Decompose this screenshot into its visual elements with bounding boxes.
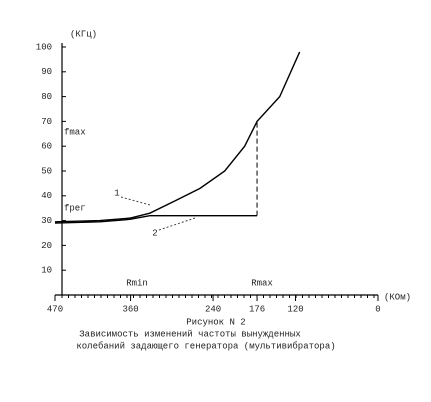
y-tick-label: 90: [41, 67, 52, 77]
y-tick-label: 30: [41, 216, 52, 226]
description-line: колебаний задающего генератора (мультиви…: [76, 341, 335, 351]
x-tick-label: 120: [287, 304, 303, 314]
x-tick-label: 176: [249, 304, 265, 314]
line-series: [54, 214, 258, 224]
series-label: 2: [152, 228, 157, 238]
leader-line: [158, 217, 196, 231]
annotation: Rmax: [251, 278, 273, 288]
leader-line: [120, 196, 151, 206]
y-tick-label: 80: [41, 92, 52, 102]
x-tick-label: 360: [122, 304, 138, 314]
y-tick-label: 60: [41, 142, 52, 152]
y-axis-label: (КГц): [70, 29, 97, 39]
x-tick-label: 0: [375, 304, 380, 314]
series-label: 1: [114, 188, 119, 198]
description-line: Зависимость изменений частоты вынужденны…: [79, 329, 300, 339]
x-tick-label: 470: [47, 304, 63, 314]
y-tick-label: 50: [41, 166, 52, 176]
y-tick-label: 10: [41, 266, 52, 276]
line-series: [54, 51, 301, 223]
x-axis-label: (КОм): [384, 292, 411, 302]
y-tick-label: 40: [41, 191, 52, 201]
y-tick-label: 100: [36, 42, 52, 52]
annotation: Rmin: [126, 278, 148, 288]
y-tick-label: 70: [41, 117, 52, 127]
x-tick-label: 240: [205, 304, 221, 314]
y-tick-label: 20: [41, 241, 52, 251]
caption: Рисунок N 2: [186, 317, 245, 327]
annotation: fрег: [64, 203, 86, 213]
annotation: fmax: [64, 127, 86, 137]
